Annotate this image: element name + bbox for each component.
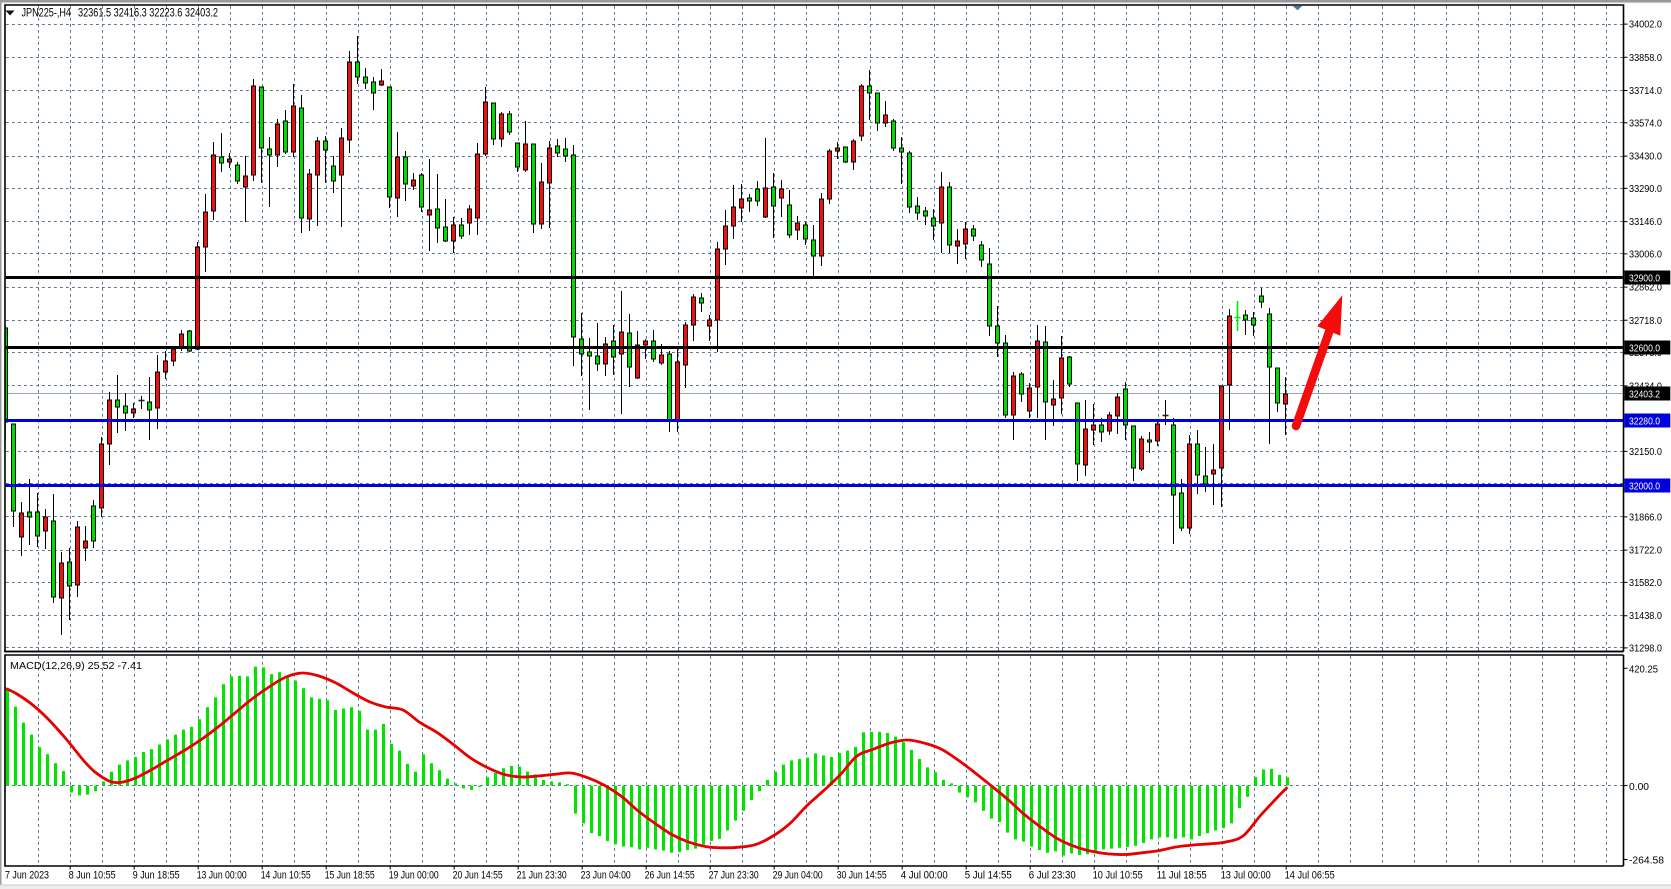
svg-text:8 Jun 10:55: 8 Jun 10:55 xyxy=(69,870,116,882)
svg-text:-264.58: -264.58 xyxy=(1629,856,1664,867)
svg-text:13 Jun 00:00: 13 Jun 00:00 xyxy=(197,870,247,882)
svg-text:33430.0: 33430.0 xyxy=(1629,152,1662,163)
svg-text:7 Jun 2023: 7 Jun 2023 xyxy=(5,870,49,882)
svg-text:33714.0: 33714.0 xyxy=(1629,86,1662,97)
svg-text:33290.0: 33290.0 xyxy=(1629,184,1662,195)
svg-text:14 Jun 10:55: 14 Jun 10:55 xyxy=(261,870,311,882)
svg-text:32862.0: 32862.0 xyxy=(1629,283,1662,294)
svg-text:26 Jun 14:55: 26 Jun 14:55 xyxy=(645,870,695,882)
svg-text:23 Jun 04:00: 23 Jun 04:00 xyxy=(581,870,631,882)
svg-text:31298.0: 31298.0 xyxy=(1629,643,1662,654)
svg-text:32900.0: 32900.0 xyxy=(1629,274,1660,285)
svg-text:29 Jun 04:00: 29 Jun 04:00 xyxy=(773,870,823,882)
svg-text:32280.0: 32280.0 xyxy=(1629,417,1660,428)
svg-text:31582.0: 31582.0 xyxy=(1629,578,1662,589)
svg-text:27 Jun 23:30: 27 Jun 23:30 xyxy=(709,870,759,882)
svg-text:33858.0: 33858.0 xyxy=(1629,53,1662,64)
svg-text:6 Jul 23:30: 6 Jul 23:30 xyxy=(1029,870,1076,882)
svg-text:31438.0: 31438.0 xyxy=(1629,611,1662,622)
svg-text:32000.0: 32000.0 xyxy=(1629,482,1660,493)
svg-text:13 Jul 00:00: 13 Jul 00:00 xyxy=(1221,870,1271,882)
svg-text:33574.0: 33574.0 xyxy=(1629,118,1662,129)
svg-text:31722.0: 31722.0 xyxy=(1629,546,1662,557)
svg-text:15 Jun 18:55: 15 Jun 18:55 xyxy=(325,870,375,882)
svg-text:19 Jun 00:00: 19 Jun 00:00 xyxy=(389,870,439,882)
svg-text:MACD(12,26,9) 25.52 -7.41: MACD(12,26,9) 25.52 -7.41 xyxy=(10,660,142,672)
svg-text:14 Jul 06:55: 14 Jul 06:55 xyxy=(1285,870,1335,882)
svg-text:33006.0: 33006.0 xyxy=(1629,249,1662,260)
svg-text:10 Jul 10:55: 10 Jul 10:55 xyxy=(1093,870,1143,882)
svg-text:0.00: 0.00 xyxy=(1629,782,1649,793)
svg-text:30 Jun 14:55: 30 Jun 14:55 xyxy=(837,870,887,882)
svg-text:20 Jun 14:55: 20 Jun 14:55 xyxy=(453,870,503,882)
svg-text:32600.0: 32600.0 xyxy=(1629,344,1660,355)
svg-text:31866.0: 31866.0 xyxy=(1629,512,1662,523)
svg-text:33146.0: 33146.0 xyxy=(1629,217,1662,228)
svg-text:32361.5 32416.3 32223.6 32403.: 32361.5 32416.3 32223.6 32403.2 xyxy=(78,6,218,20)
svg-text:420.25: 420.25 xyxy=(1629,665,1658,676)
svg-text:5 Jul 14:55: 5 Jul 14:55 xyxy=(965,870,1012,882)
svg-text:JPN225-,H4: JPN225-,H4 xyxy=(22,6,72,20)
svg-text:32718.0: 32718.0 xyxy=(1629,316,1662,327)
svg-text:21 Jun 23:30: 21 Jun 23:30 xyxy=(517,870,567,882)
svg-text:4 Jul 00:00: 4 Jul 00:00 xyxy=(901,870,948,882)
svg-text:11 Jul 18:55: 11 Jul 18:55 xyxy=(1157,870,1207,882)
svg-text:9 Jun 18:55: 9 Jun 18:55 xyxy=(133,870,180,882)
svg-text:32403.2: 32403.2 xyxy=(1629,390,1660,401)
svg-text:34002.0: 34002.0 xyxy=(1629,20,1662,31)
svg-text:32150.0: 32150.0 xyxy=(1629,447,1662,458)
